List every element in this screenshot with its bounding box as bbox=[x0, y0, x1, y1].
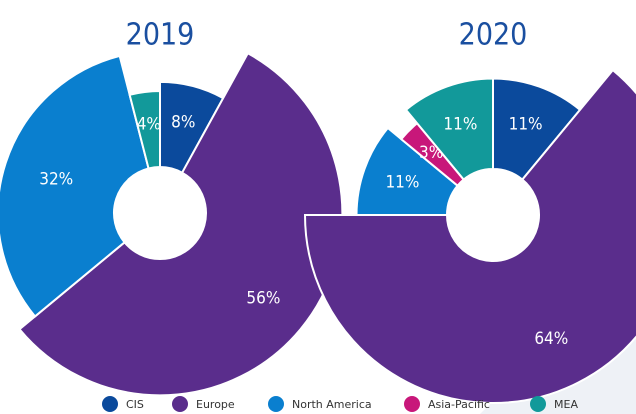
legend-marker bbox=[172, 396, 188, 412]
legend-label: CIS bbox=[126, 398, 144, 411]
pie-slice bbox=[128, 89, 161, 170]
pie-slice bbox=[355, 126, 459, 216]
data-label: 64% bbox=[534, 329, 568, 349]
legend-marker bbox=[102, 396, 118, 412]
pie-slice bbox=[404, 77, 494, 181]
legend-marker bbox=[404, 396, 420, 412]
data-label: 11% bbox=[443, 114, 477, 134]
data-label: 56% bbox=[246, 289, 280, 309]
chart-title: 2020 bbox=[459, 18, 528, 53]
pie-slice bbox=[18, 51, 344, 397]
data-label: 11% bbox=[509, 114, 543, 134]
data-label: 32% bbox=[39, 169, 73, 189]
data-label: 11% bbox=[385, 172, 419, 192]
legend-label: MEA bbox=[554, 398, 578, 411]
chart-title: 2019 bbox=[126, 18, 195, 53]
legend-label: North America bbox=[292, 398, 372, 411]
legend-label: Europe bbox=[196, 398, 235, 411]
legend-label: Asia-Pacific bbox=[428, 398, 490, 411]
data-label: 4% bbox=[137, 115, 161, 135]
pie-slice bbox=[0, 54, 150, 318]
pie-slice bbox=[303, 68, 636, 404]
legend-marker bbox=[530, 396, 546, 412]
data-label: 8% bbox=[171, 112, 195, 132]
legend-marker bbox=[268, 396, 284, 412]
